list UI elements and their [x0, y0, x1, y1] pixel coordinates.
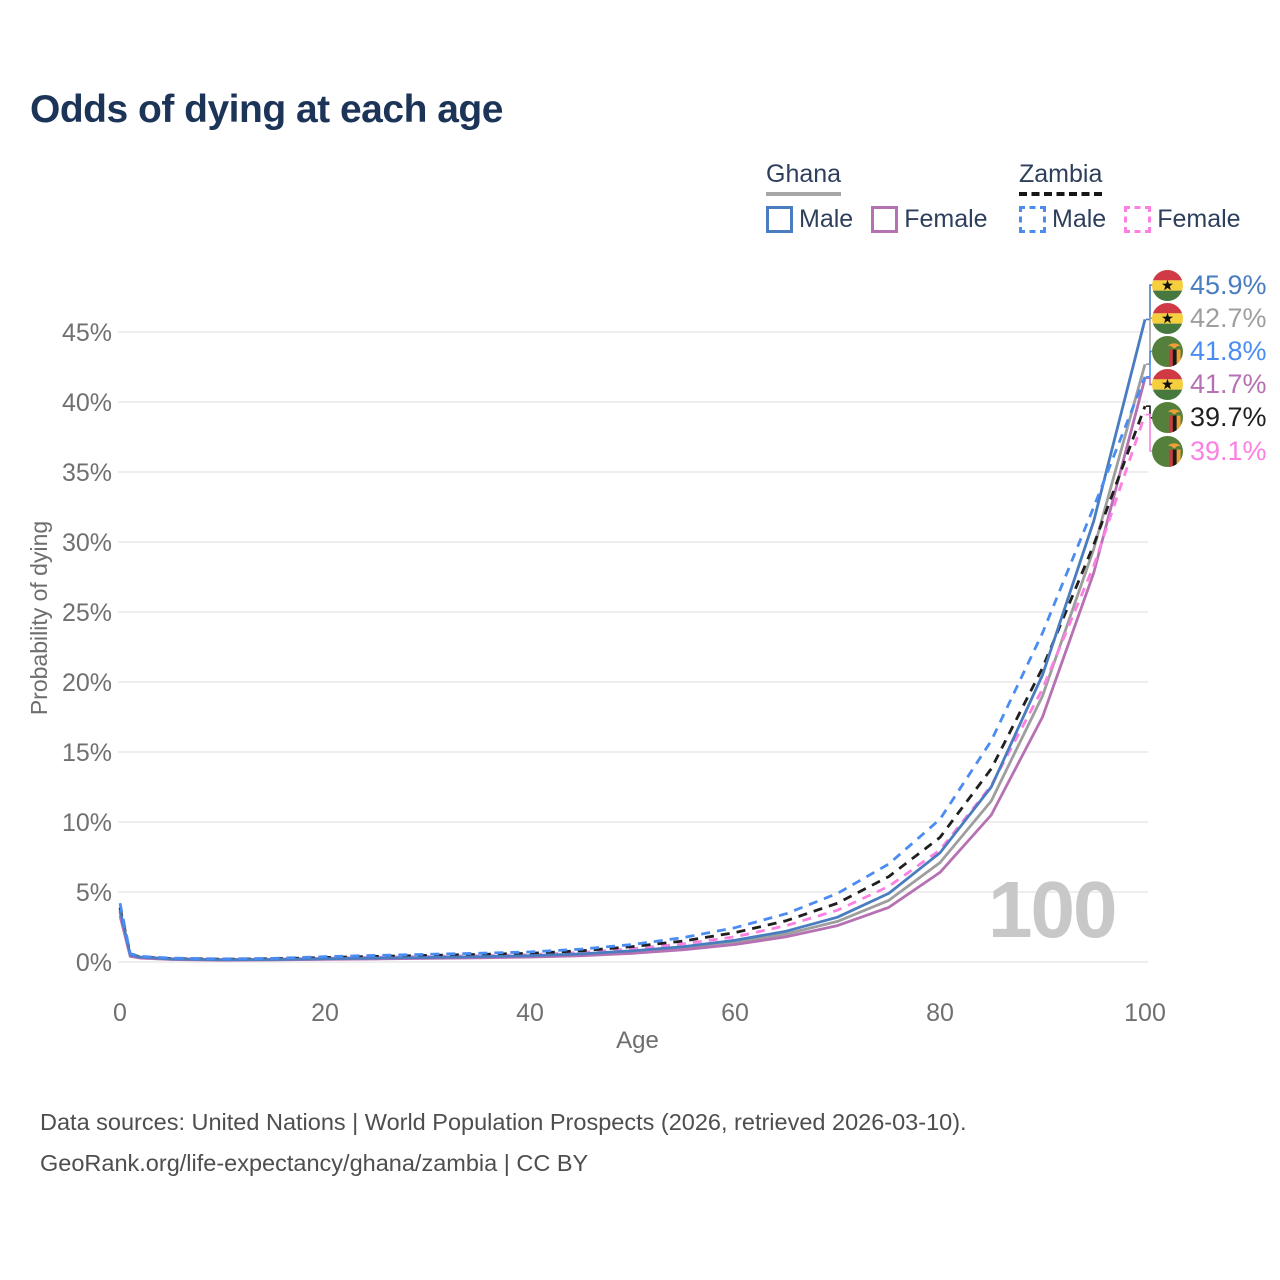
data-sources-line: Data sources: United Nations | World Pop…	[40, 1109, 967, 1135]
y-tick-label: 20%	[62, 669, 112, 697]
ghana-flag-icon	[1152, 369, 1183, 401]
zambia-female-swatch-icon	[1124, 206, 1152, 233]
x-tick-label: 0	[113, 999, 127, 1027]
y-tick-label: 10%	[62, 809, 112, 837]
y-tick-label: 5%	[76, 879, 112, 907]
end-label-ghana-male: 45.9%	[1152, 268, 1267, 302]
legend-group-zambia: Zambia Male Female	[1019, 160, 1241, 234]
end-label-zambia-male: 41.8%	[1152, 334, 1267, 368]
y-tick-label: 30%	[62, 529, 112, 557]
end-value: 39.1%	[1190, 435, 1267, 466]
legend-item-zambia-male[interactable]: Male	[1019, 205, 1106, 234]
x-tick-label: 80	[926, 999, 954, 1027]
y-tick-label: 25%	[62, 599, 112, 627]
legend-title-ghana: Ghana	[766, 160, 842, 196]
attribution-line: GeoRank.org/life-expectancy/ghana/zambia…	[40, 1150, 589, 1176]
end-label-zambia-female: 39.1%	[1152, 434, 1267, 468]
zambia-flag-icon	[1152, 435, 1183, 467]
y-tick-label: 40%	[62, 389, 112, 417]
zambia-flag-icon	[1152, 402, 1183, 434]
page-title: Odds of dying at each age	[30, 88, 503, 131]
age-watermark: 100	[988, 865, 1117, 954]
legend-title-zambia: Zambia	[1019, 160, 1103, 196]
x-tick-label: 60	[721, 999, 749, 1027]
end-value: 41.7%	[1190, 369, 1267, 400]
ghana-flag-icon	[1152, 269, 1183, 301]
ghana-flag-icon	[1152, 302, 1183, 334]
y-tick-label: 15%	[62, 739, 112, 767]
x-tick-label: 100	[1124, 999, 1166, 1027]
legend-label: Female	[1157, 205, 1241, 233]
y-tick-label: 0%	[76, 949, 112, 977]
x-tick-label: 20	[311, 999, 339, 1027]
y-axis-title: Probability of dying	[26, 521, 52, 715]
series-line-zambia-male	[118, 376, 1147, 961]
legend-label: Male	[799, 205, 854, 233]
legend-item-ghana-female[interactable]: Female	[871, 205, 988, 234]
zambia-male-swatch-icon	[1019, 206, 1046, 233]
end-label-zambia-total: 39.7%	[1152, 401, 1267, 435]
zambia-flag-icon	[1152, 335, 1183, 367]
end-label-ghana-female: 41.7%	[1152, 368, 1267, 402]
end-value: 39.7%	[1190, 402, 1267, 433]
end-value: 42.7%	[1190, 302, 1267, 333]
end-value: 41.8%	[1190, 335, 1267, 366]
legend-label: Male	[1052, 205, 1107, 233]
series-line-ghana-male	[118, 319, 1147, 962]
end-label-ghana-total: 42.7%	[1152, 301, 1267, 335]
x-tick-label: 40	[516, 999, 544, 1027]
legend-item-ghana-male[interactable]: Male	[766, 205, 853, 234]
x-axis-title: Age	[616, 1027, 659, 1054]
legend-label: Female	[904, 205, 988, 233]
ghana-male-swatch-icon	[766, 206, 793, 233]
end-value: 45.9%	[1190, 269, 1267, 300]
series-line-zambia-total	[118, 405, 1147, 961]
footer: Data sources: United Nations | World Pop…	[40, 1102, 967, 1184]
y-tick-label: 45%	[62, 319, 112, 347]
y-tick-label: 35%	[62, 459, 112, 487]
legend-group-ghana: Ghana Male Female	[766, 160, 988, 234]
ghana-female-swatch-icon	[871, 206, 899, 233]
legend-item-zambia-female[interactable]: Female	[1124, 205, 1241, 234]
